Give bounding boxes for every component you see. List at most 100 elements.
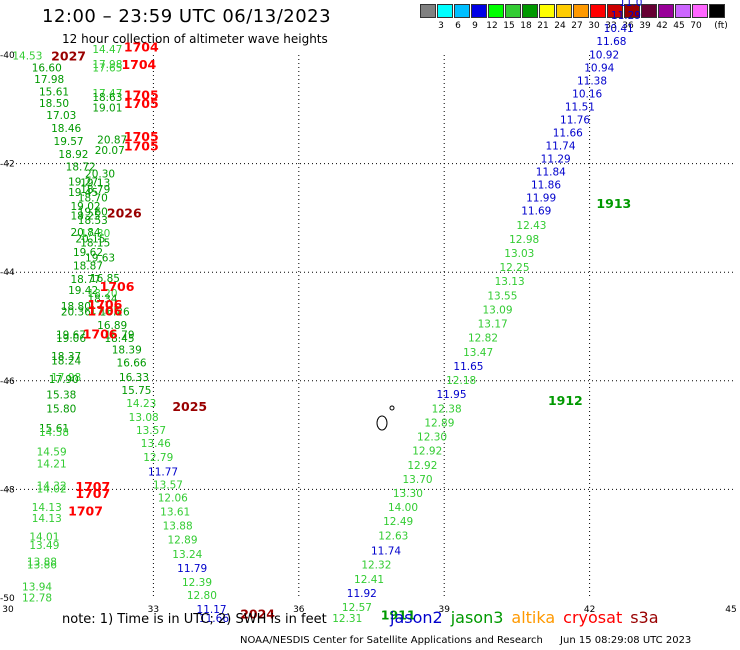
scale-label: 36 <box>622 21 634 31</box>
swh-value: 12.06 <box>158 492 188 504</box>
swh-value: 11.74 <box>371 546 401 558</box>
swh-value: 13.47 <box>463 347 493 359</box>
swh-value: 19.27 <box>68 176 98 188</box>
mission-legend: jason2 jason3 altika cryosat s3a <box>390 608 667 627</box>
swh-value: 13.24 <box>172 549 202 561</box>
swh-value: 12.38 <box>432 403 462 415</box>
swh-value: 11.77 <box>148 466 178 478</box>
swh-value: 17.03 <box>46 110 76 122</box>
islet-marker <box>389 405 395 411</box>
swh-value: 13.55 <box>487 290 517 302</box>
swh-value: 17.98 <box>92 59 122 71</box>
swh-value: 13.03 <box>504 248 534 260</box>
swh-value: 18.63 <box>92 92 122 104</box>
pass-time-label: 1707 <box>75 479 110 494</box>
swh-value: 14.59 <box>37 447 67 459</box>
scale-swatch <box>675 4 691 18</box>
scale-swatch <box>590 4 606 18</box>
swh-value: 12.92 <box>407 460 437 472</box>
scale-label: 70 <box>690 21 702 31</box>
swh-value: 15.38 <box>46 390 76 402</box>
swh-value: 11.29 <box>541 154 571 166</box>
swh-value: 11.86 <box>531 180 561 192</box>
swh-value: 20.07 <box>95 145 125 157</box>
pass-annotations: 2027170417041705170517051705202617061706… <box>51 40 631 623</box>
swh-value: 11.0 <box>619 0 642 9</box>
swh-value: 12.41 <box>354 574 384 586</box>
scale-unit: (ft) <box>714 21 728 31</box>
scale-swatch <box>420 4 436 18</box>
footer-note: note: 1) Time is in UTC; 2) SWH is in fe… <box>62 612 327 627</box>
swh-value: 15.61 <box>39 423 69 435</box>
swh-value: 16.26 <box>100 307 130 319</box>
pass-time-label: 1706 <box>88 297 123 312</box>
scale-swatch <box>539 4 555 18</box>
pass-time-label: 2027 <box>51 48 86 63</box>
scale-swatch <box>573 4 589 18</box>
swh-value: 14.32 <box>37 480 67 492</box>
pass-time-label: 1704 <box>121 57 156 72</box>
scale-swatch <box>641 4 657 18</box>
scale-swatch <box>692 4 708 18</box>
pass-time-label: 2025 <box>172 399 207 414</box>
swh-value: 11.66 <box>199 613 229 625</box>
swh-value: 18.87 <box>73 260 103 272</box>
swh-value: 18.20 <box>87 288 117 300</box>
swh-value: 12.80 <box>187 590 217 602</box>
swh-value: 17.65 <box>92 62 122 74</box>
swh-value: 12.92 <box>412 446 442 458</box>
swh-value: 12.25 <box>499 262 529 274</box>
swh-value: 18.37 <box>51 351 81 363</box>
swh-value: 18.53 <box>78 215 108 227</box>
swh-value: 20.30 <box>85 169 115 181</box>
swh-value: 15.79 <box>104 329 134 341</box>
swh-value: 15.75 <box>121 385 151 397</box>
scale-label: 18 <box>520 21 532 31</box>
scale-swatch <box>607 4 623 18</box>
swh-value: 18.46 <box>51 123 81 135</box>
scale-label: 27 <box>571 21 583 31</box>
swh-value: 11.66 <box>553 127 583 139</box>
scale-swatch <box>624 4 640 18</box>
swh-value: 19.13 <box>80 177 110 189</box>
swh-value: 18.24 <box>51 356 81 368</box>
scale-swatch <box>709 4 725 18</box>
swh-value: 18.80 <box>61 301 91 313</box>
swh-value: 11.65 <box>453 361 483 373</box>
swh-value: 11.79 <box>177 563 207 575</box>
swh-value: 19.45 <box>68 187 98 199</box>
chart-title: 12:00 – 23:59 UTC 06/13/2023 <box>42 6 332 27</box>
swh-value: 17.98 <box>34 74 64 86</box>
island-marker <box>376 415 388 431</box>
swh-value: 18.50 <box>39 98 69 110</box>
scale-swatch <box>471 4 487 18</box>
mission-jason2: jason2 <box>390 608 443 627</box>
x-tick-label: 33 <box>148 605 159 615</box>
generated-timestamp: Jun 15 08:29:08 UTC 2023 <box>560 635 692 646</box>
y-tick-label: -42 <box>0 160 15 170</box>
swh-value: 13.70 <box>403 474 433 486</box>
data-points: 14.5316.6017.9815.6118.5017.0318.4619.57… <box>12 0 642 625</box>
credit-line: NOAA/NESDIS Center for Satellite Applica… <box>240 635 691 646</box>
pass-time-label: 1707 <box>68 503 103 518</box>
mission-altika: altika <box>511 608 556 627</box>
swh-value: 19.06 <box>56 333 86 345</box>
swh-value: 17.05 <box>90 305 120 317</box>
swh-value: 17.30 <box>80 228 110 240</box>
swh-value: 12.31 <box>332 613 362 625</box>
swh-value: 13.94 <box>22 581 52 593</box>
swh-value: 16.60 <box>32 62 62 74</box>
swh-value: 11.69 <box>521 206 551 218</box>
scale-label: 45 <box>673 21 685 31</box>
swh-value: 14.23 <box>126 398 156 410</box>
scale-swatch <box>454 4 470 18</box>
swh-value: 11.95 <box>436 389 466 401</box>
x-tick-label: 39 <box>438 605 450 615</box>
swh-value: 13.46 <box>141 438 171 450</box>
swh-value: 11.51 <box>565 101 595 113</box>
axis-ticks: 30 33 36 39 42 45 -40 -42 -44 -46 -48 -50 <box>0 51 737 615</box>
swh-value: 18.72 <box>66 162 96 174</box>
pass-time-label: 1705 <box>124 88 159 103</box>
swh-value: 12.43 <box>516 220 546 232</box>
